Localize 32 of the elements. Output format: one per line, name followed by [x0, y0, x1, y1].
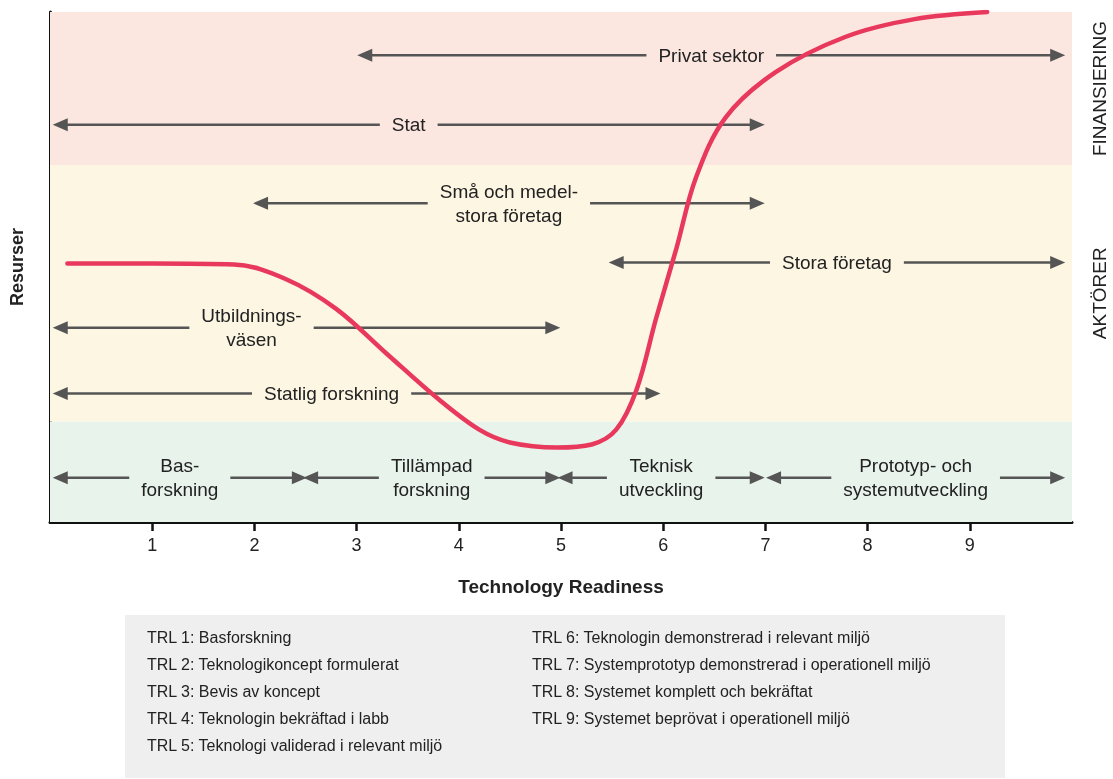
text: TRL 4: Teknologin bekräftad i labb — [147, 710, 390, 729]
text: TRL 1: Basforskning — [147, 629, 293, 648]
text: TRL 8: Systemet komplett och bekräftat — [532, 683, 814, 702]
text: TRL 9: Systemet beprövat i operationell miljö — [532, 710, 851, 729]
series-label: Stora företag — [782, 251, 892, 273]
series-label: Tillämpad forskning — [390, 455, 473, 501]
x-tick-label: 2 — [249, 535, 260, 555]
series-label: Utbildnings- väsen — [201, 305, 302, 351]
x-tick-label: 9 — [964, 535, 975, 555]
series-label: Privat sektor — [658, 44, 765, 66]
series-label: Statlig forskning — [264, 382, 400, 404]
text: TRL 3: Bevis av koncept — [147, 683, 321, 702]
series-label: Små och medel- stora företag — [439, 180, 579, 226]
series-label: Bas- forskning — [141, 455, 219, 501]
series-label: Prototyp- och systemutveckling — [843, 455, 988, 501]
text: TRL 6: Teknologin demonstrerad i relevant miljö — [532, 629, 871, 648]
band-label: AKTÖRER — [1088, 247, 1110, 340]
x-tick-label: 7 — [760, 535, 771, 555]
x-tick-label: 3 — [351, 535, 362, 555]
text: TRL 7: Systemprototyp demonstrerad i operationell miljö — [532, 656, 932, 675]
text: TRL 2: Teknologikoncept formulerat — [147, 656, 400, 675]
x-tick-label: 4 — [453, 535, 464, 555]
band-label: FINANSIERING — [1088, 20, 1110, 157]
series-label: Teknisk utveckling — [618, 455, 704, 501]
x-tick-label: 1 — [147, 535, 158, 555]
x-axis-title: Technology Readiness — [458, 576, 664, 597]
text: TRL 5: Teknologi validerad i relevant miljö — [147, 737, 444, 756]
series-label: Stat — [391, 114, 427, 136]
x-tick-label: 5 — [555, 535, 567, 555]
y-axis-title: Resurser — [7, 227, 27, 307]
x-tick-label: 8 — [862, 535, 873, 555]
x-tick-label: 6 — [658, 535, 669, 555]
